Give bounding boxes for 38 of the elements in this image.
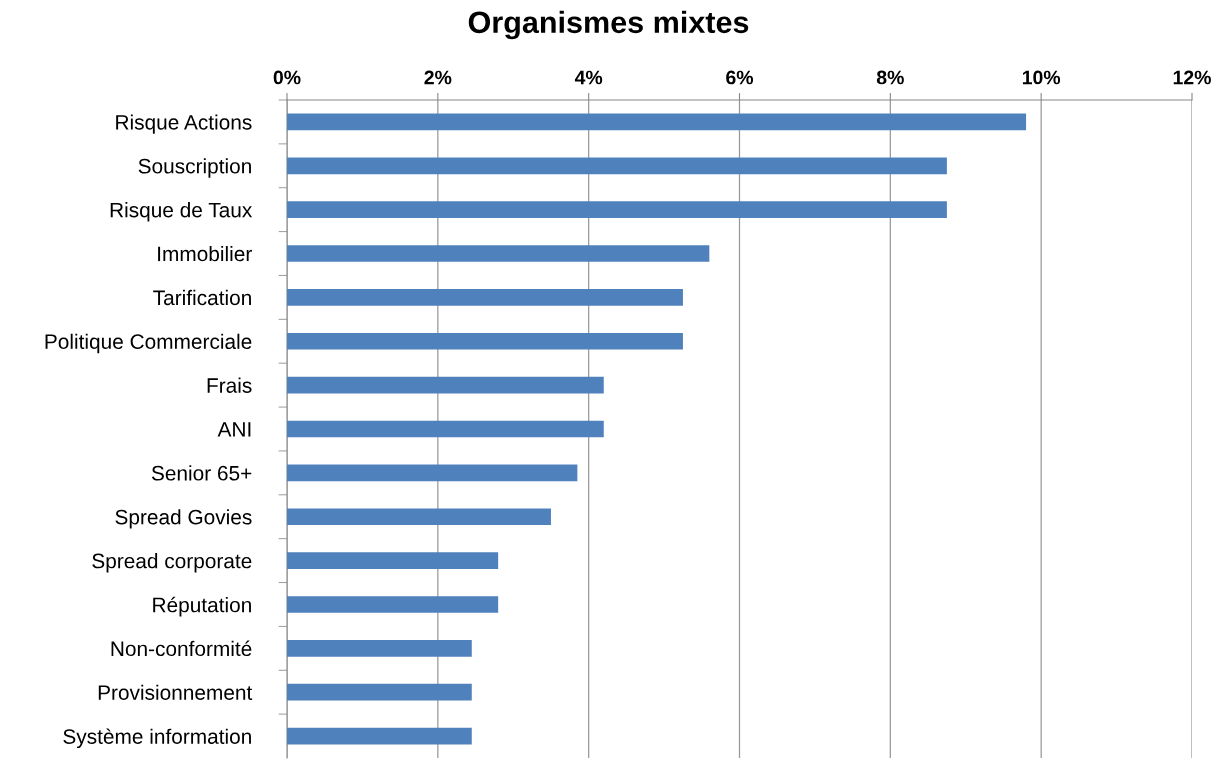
y-tick-label: Spread Govies	[115, 509, 252, 529]
y-tick-label: Immobilier	[158, 245, 252, 262]
y-tick-label: Senior 65+	[151, 465, 252, 481]
bar	[287, 508, 551, 526]
chart-title: Organismes mixtes	[468, 10, 749, 40]
y-tick-label: Provisionnement	[98, 684, 253, 700]
x-tick-label: 0%	[273, 70, 301, 85]
x-tick-label: 8%	[876, 70, 904, 85]
y-tick-label: Risque Actions	[116, 114, 252, 134]
y-tick-label: Spread corporate	[92, 553, 252, 573]
x-tick-label: 10%	[1022, 70, 1061, 85]
y-tick-label: Système information	[63, 728, 251, 749]
bar	[287, 289, 683, 306]
y-tick-label: Frais	[207, 377, 252, 393]
y-tick-label: Réputation	[153, 596, 251, 617]
y-tick-label: ANI	[217, 422, 251, 437]
bar	[287, 113, 1027, 131]
bar	[287, 552, 499, 569]
bar	[287, 727, 472, 745]
bar	[287, 640, 472, 657]
bar	[287, 332, 683, 350]
x-tick-label: 12%	[1173, 70, 1211, 85]
y-tick-label: Tarification	[153, 289, 251, 306]
y-tick-label: Non-conformité	[111, 640, 252, 657]
x-tick-label: 2%	[424, 70, 452, 85]
bar	[287, 157, 947, 175]
bar	[287, 420, 604, 438]
x-tick-label: 4%	[574, 70, 603, 85]
bar	[287, 201, 947, 218]
y-tick-label: Souscription	[138, 158, 251, 178]
x-tick-label: 6%	[726, 70, 754, 85]
bar	[287, 376, 604, 394]
bar	[287, 596, 499, 613]
bar	[287, 464, 578, 482]
y-tick-label: Risque de Taux	[110, 202, 253, 222]
bar	[287, 683, 472, 701]
y-tick-label: Politique Commerciale	[45, 333, 252, 354]
bar	[287, 245, 710, 262]
